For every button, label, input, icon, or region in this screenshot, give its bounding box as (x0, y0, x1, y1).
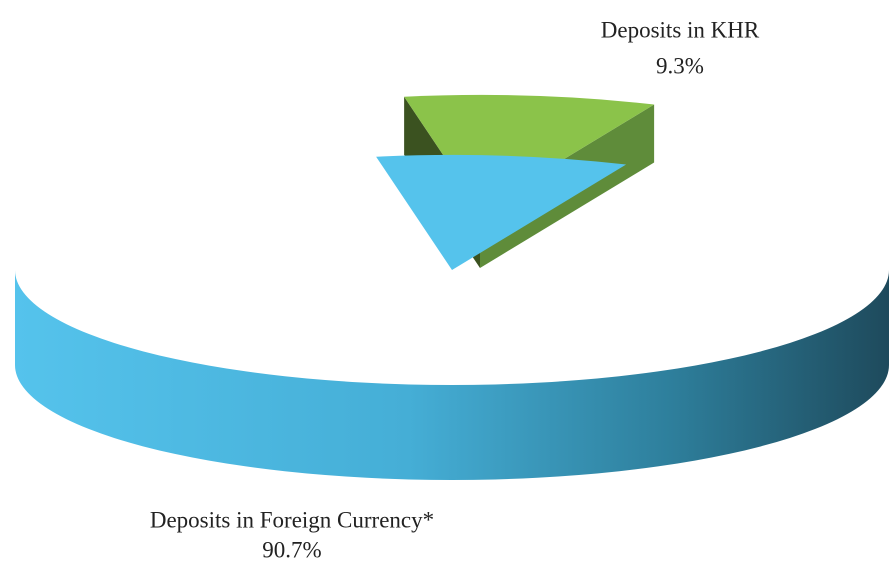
slice (376, 155, 627, 270)
slice-side (15, 270, 889, 480)
slice-label: Deposits in Foreign Currency* (150, 507, 434, 532)
slice-value-label: 90.7% (262, 537, 321, 562)
pie (15, 95, 889, 480)
slice-label: Deposits in KHR (601, 17, 760, 42)
slice-value-label: 9.3% (656, 53, 704, 78)
